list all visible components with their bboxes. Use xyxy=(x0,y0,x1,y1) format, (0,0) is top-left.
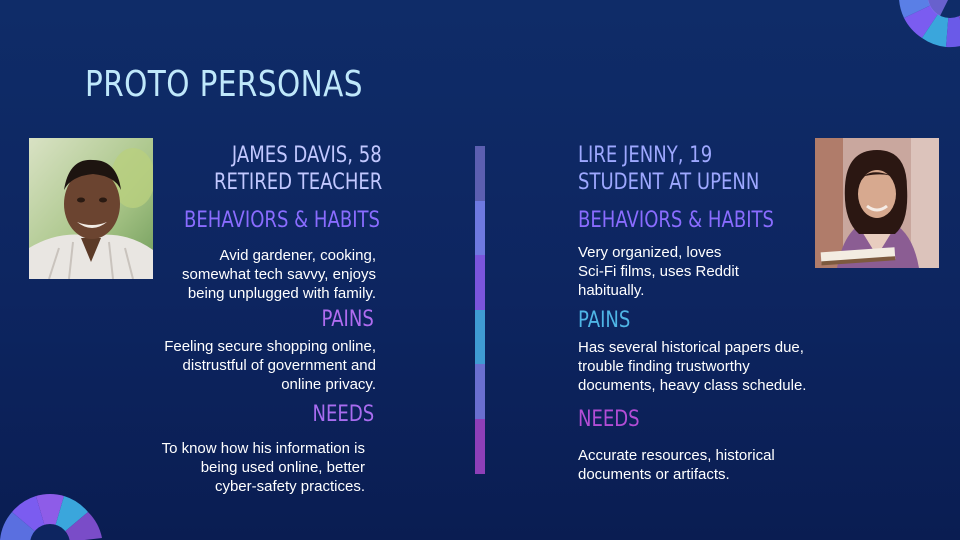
persona-right-needs-text: Accurate resources, historical documents… xyxy=(578,447,775,483)
persona-left-behaviors-heading: BEHAVIORS & HABITS xyxy=(184,208,380,233)
persona-left-pains-heading: PAINS xyxy=(321,307,374,332)
persona-left-role: RETIRED TEACHER xyxy=(213,170,382,195)
persona-right-behaviors-heading: BEHAVIORS & HABITS xyxy=(578,208,774,233)
divider-segment xyxy=(475,309,485,365)
decorative-fan-bottom-left xyxy=(0,494,102,540)
persona-right-role: STUDENT AT UPENN xyxy=(578,170,760,195)
persona-left-needs-text: To know how his information is being use… xyxy=(161,440,365,495)
persona-left-pains-text: Feeling secure shopping online, distrust… xyxy=(164,338,376,393)
divider-segment xyxy=(475,364,485,419)
persona-right-pains-text: Has several historical papers due, troub… xyxy=(578,339,807,394)
james-davis-photo xyxy=(29,138,153,279)
persona-left-behaviors-text: Avid gardener, cooking, somewhat tech sa… xyxy=(182,247,376,302)
divider-segment xyxy=(475,255,485,310)
page-title: PROTO PERSONAS xyxy=(85,64,363,105)
persona-right-name: LIRE JENNY, 19 xyxy=(578,143,713,168)
persona-left-name: JAMES DAVIS, 58 xyxy=(232,143,382,168)
decorative-fan-top-right xyxy=(899,0,960,48)
persona-right-needs-heading: NEEDS xyxy=(578,407,640,432)
persona-left-needs-heading: NEEDS xyxy=(312,402,374,427)
lire-jenny-photo xyxy=(815,138,939,268)
divider-segment xyxy=(475,418,485,474)
center-divider xyxy=(475,146,485,474)
persona-right-behaviors-text: Very organized, loves Sci-Fi films, uses… xyxy=(578,244,739,299)
persona-right-pains-heading: PAINS xyxy=(578,308,631,333)
divider-segment xyxy=(475,200,485,256)
divider-segment xyxy=(475,146,485,201)
